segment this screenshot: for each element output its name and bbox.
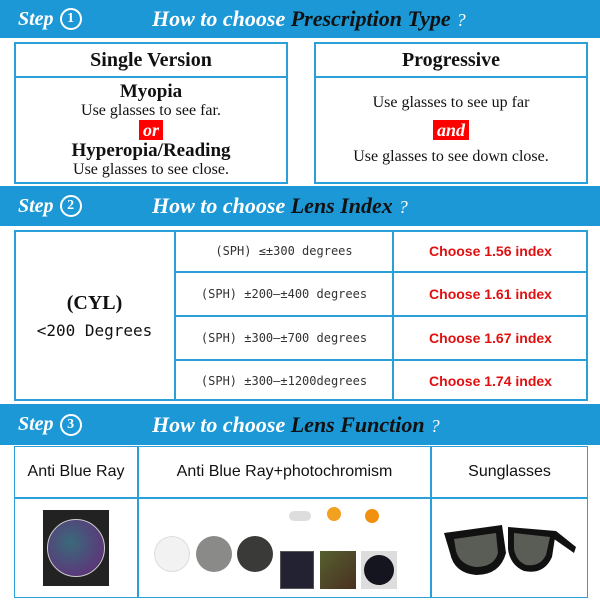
cyl-label: (CYL) [66,291,123,314]
index-choice: Choose 1.61 index [429,286,552,302]
progressive-far: Use glasses to see up far [372,94,530,111]
myopia-desc: Use glasses to see far. [81,102,221,119]
photochromic-image-cell [138,498,431,598]
sph-range: (SPH) ±200—±400 degrees [200,287,368,301]
question-mark: ? [430,415,440,436]
how-text: How to choose [152,6,286,31]
sph-range: (SPH) ±300—±1200degrees [200,373,368,388]
step-text: Step [18,7,54,30]
choice-cell: Choose 1.67 index [393,316,588,360]
step-text: Step [18,413,54,435]
index-choice: Choose 1.67 index [429,330,552,346]
anti-blue-image-cell [14,498,138,598]
and-badge: and [432,120,469,140]
single-version-body: Myopia Use glasses to see far. or Hypero… [16,78,286,182]
single-version-title: Single Version [16,44,286,78]
sph-cell: (SPH) ±300—±1200degrees [175,360,393,401]
sph-cell: (SPH) ±200—±400 degrees [175,272,393,316]
step2-title: How to choose Lens Index? [152,193,408,219]
dark-lens-icon [237,536,273,572]
question-mark: ? [456,10,466,30]
cyl-range: <200 Degrees [36,320,153,340]
sun-icon [365,509,379,523]
step-number-icon: 3 [59,413,82,436]
sunglasses-image-cell [431,498,588,598]
step3-header: Step 3 How to choose Lens Function? [0,404,600,445]
choice-cell: Choose 1.61 index [393,272,588,316]
sph-cell: (SPH) ≤±300 degrees [175,230,393,272]
step-number-icon: 2 [59,195,82,217]
sph-cell: (SPH) ±300—±700 degrees [175,316,393,360]
anti-blue-lens-image [43,510,109,586]
step1-title: How to choose Prescription Type? [152,6,466,32]
progressive-body: Use glasses to see up far and Use glasse… [316,78,586,182]
step1-label: Step 1 [18,8,82,31]
lens-icon [47,519,105,577]
sph-range: (SPH) ≤±300 degrees [215,244,353,258]
function-label: Sunglasses [468,463,551,480]
progressive-close: Use glasses to see down close. [353,148,549,165]
key-text: Lens Index [290,193,393,218]
function-label: Anti Blue Ray [27,463,125,480]
function-header: Anti Blue Ray+photochromism [138,446,431,498]
step3-title: How to choose Lens Function? [152,412,440,438]
question-mark: ? [398,197,408,217]
step1-header: Step 1 How to choose Prescription Type? [0,0,600,38]
key-text: Lens Function [290,411,425,437]
step2-label: Step 2 [18,195,82,218]
step-text: Step [18,194,54,217]
index-choice: Choose 1.56 index [429,243,552,259]
step-number-icon: 1 [59,8,82,30]
clear-lens-icon [154,536,190,572]
index-choice: Choose 1.74 index [429,372,552,389]
how-text: How to choose [152,411,286,437]
sun-cloud-icon [327,507,341,521]
single-version-box: Single Version Myopia Use glasses to see… [14,42,288,184]
hyperopia-desc: Use glasses to see close. [73,161,229,178]
gray-lens-icon [196,536,232,572]
sun-photo [361,551,397,589]
how-text: How to choose [152,193,286,218]
myopia-label: Myopia [119,81,183,102]
function-header: Sunglasses [431,446,588,498]
progressive-box: Progressive Use glasses to see up far an… [314,42,588,184]
step2-header: Step 2 How to choose Lens Index? [0,186,600,226]
function-header: Anti Blue Ray [14,446,138,498]
cloud-icon [289,511,311,521]
function-label: Anti Blue Ray+photochromism [176,463,393,480]
choice-cell: Choose 1.74 index [393,360,588,401]
progressive-title: Progressive [316,44,586,78]
key-text: Prescription Type [290,6,451,31]
choice-cell: Choose 1.56 index [393,230,588,272]
cyl-cell: (CYL) <200 Degrees [14,230,175,401]
sph-range: (SPH) ±300—±700 degrees [200,331,368,345]
hyperopia-label: Hyperopia/Reading [71,140,231,161]
step3-label: Step 3 [18,413,82,436]
or-badge: or [138,120,163,140]
outdoor-photo [320,551,356,589]
indoor-photo [280,551,314,589]
dark-lens-icon [364,555,394,585]
sunglasses-icon [443,525,576,575]
